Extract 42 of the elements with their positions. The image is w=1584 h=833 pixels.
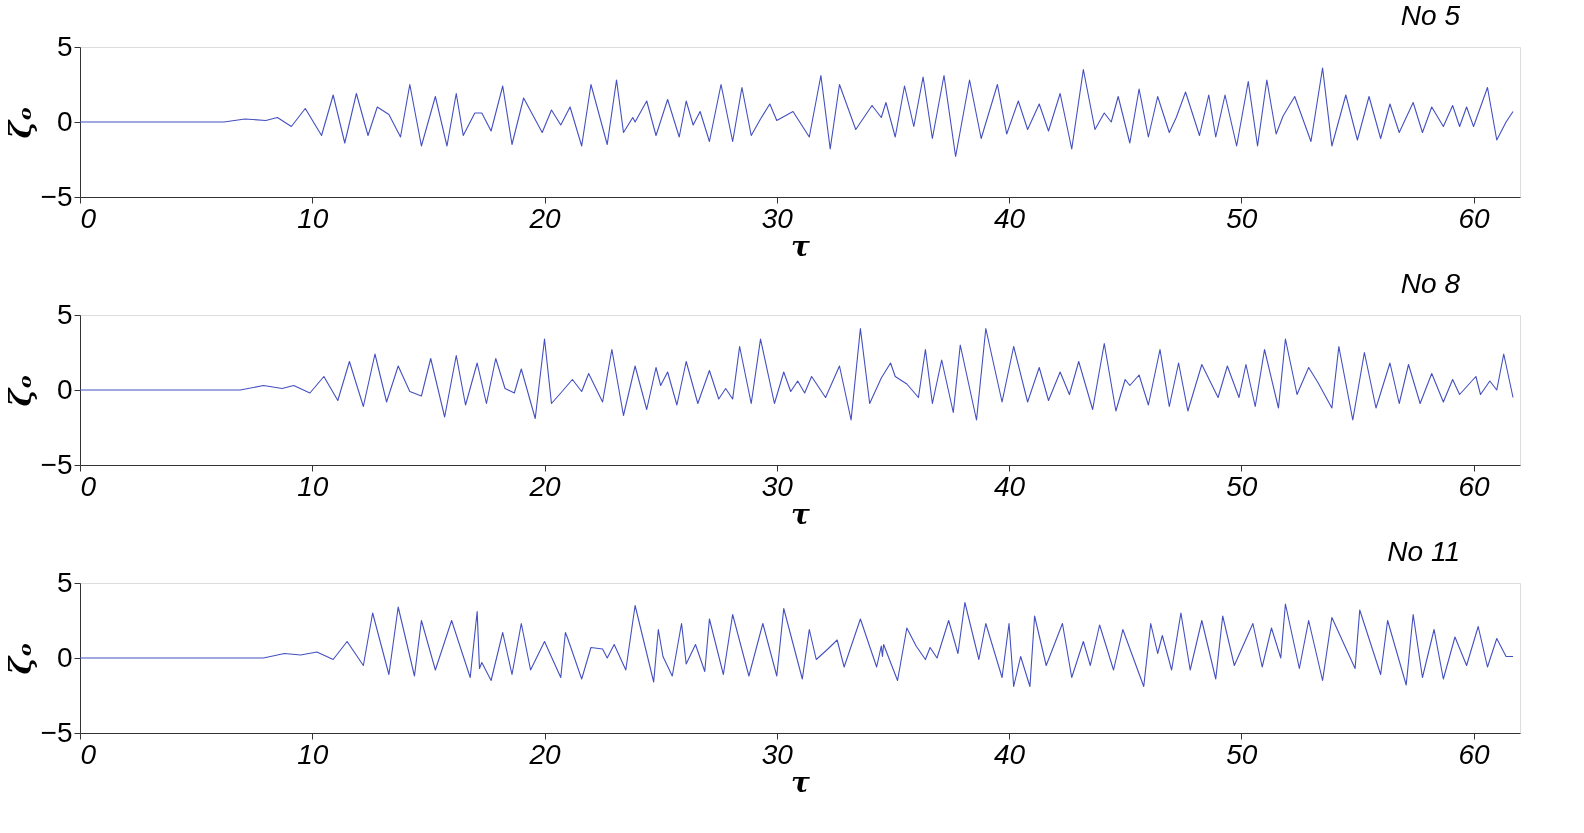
x-tick-label: 0 <box>80 202 97 234</box>
x-tick-label: 20 <box>528 470 562 502</box>
y-tick-label: 0 <box>56 105 73 137</box>
line-series <box>79 327 1514 421</box>
x-tick-label: 60 <box>1458 202 1491 234</box>
y-tick-label: 5 <box>56 566 73 598</box>
x-tick-label: 40 <box>993 470 1026 502</box>
x-tick-label: 10 <box>297 738 329 770</box>
x-axis-title: τ <box>791 497 811 531</box>
x-tick-label: 50 <box>1226 738 1258 770</box>
y-axis-title: ζₒ <box>2 374 38 407</box>
chart-title: No 11 <box>1387 536 1460 567</box>
x-tick-label: 10 <box>297 470 329 502</box>
x-tick-label: 40 <box>993 202 1026 234</box>
y-axis-title: ζₒ <box>2 106 38 139</box>
y-tick-label: 5 <box>56 298 73 330</box>
chart-title: No 8 <box>1400 268 1461 299</box>
x-tick-label: 60 <box>1458 738 1491 770</box>
line-series <box>79 601 1514 688</box>
y-tick-label: −5 <box>40 716 73 748</box>
x-tick-label: 0 <box>80 738 97 770</box>
x-tick-label: 30 <box>761 202 794 234</box>
x-tick-label: 50 <box>1226 202 1258 234</box>
x-tick-label: 60 <box>1458 470 1491 502</box>
y-tick-label: −5 <box>40 180 73 212</box>
x-axis-title: τ <box>791 765 811 799</box>
x-axis-title: τ <box>791 229 811 263</box>
x-tick-label: 10 <box>297 202 329 234</box>
x-tick-label: 50 <box>1226 470 1258 502</box>
x-tick-label: 40 <box>993 738 1026 770</box>
y-tick-label: 0 <box>56 373 73 405</box>
y-tick-label: −5 <box>40 448 73 480</box>
y-tick-label: 5 <box>56 30 73 62</box>
y-tick-label: 0 <box>56 641 73 673</box>
line-series <box>79 67 1514 158</box>
x-tick-label: 20 <box>528 738 562 770</box>
x-tick-label: 30 <box>761 470 794 502</box>
y-axis-title: ζₒ <box>2 642 38 675</box>
x-tick-label: 30 <box>761 738 794 770</box>
x-tick-label: 0 <box>80 470 97 502</box>
x-tick-label: 20 <box>528 202 562 234</box>
chart-title: No 5 <box>1400 0 1461 31</box>
